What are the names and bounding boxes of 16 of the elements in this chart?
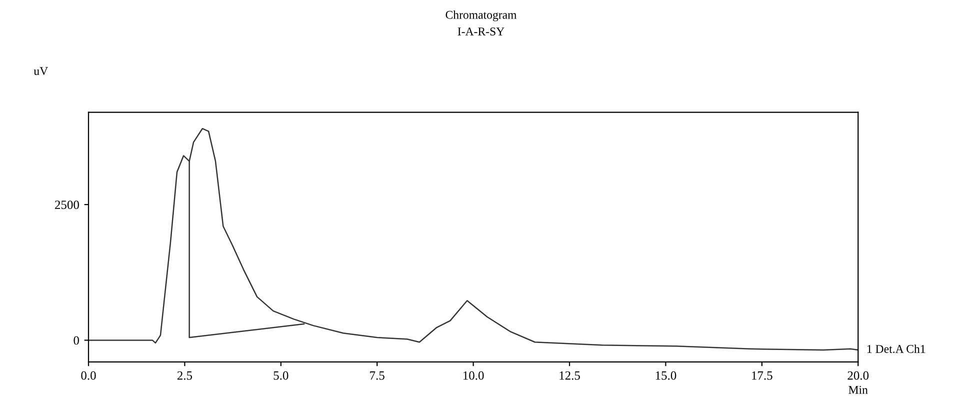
x-tick-label: 7.5 <box>370 371 384 380</box>
x-tick-label: 12.5 <box>560 371 580 380</box>
y-tick-label: 2500 <box>55 200 79 210</box>
x-tick-label: 5.0 <box>274 371 288 380</box>
x-tick-label: 20.0 <box>848 371 869 380</box>
x-tick-label: 15.0 <box>656 371 676 380</box>
x-tick-label: 17.5 <box>752 371 772 380</box>
chart-subtitle: I-A-R-SY <box>458 28 504 36</box>
y-tick-label: 0 <box>74 336 79 345</box>
annotation: 1 Det.A Ch1 <box>867 344 926 353</box>
x-axis-title: Min <box>848 386 868 394</box>
y-axis-title: uV <box>34 67 48 76</box>
x-tick-label: 2.5 <box>177 371 192 380</box>
chart-title: Chromatogram <box>446 10 517 22</box>
x-tick-label: 10.0 <box>463 371 484 380</box>
x-tick-label: 0.0 <box>81 371 96 380</box>
